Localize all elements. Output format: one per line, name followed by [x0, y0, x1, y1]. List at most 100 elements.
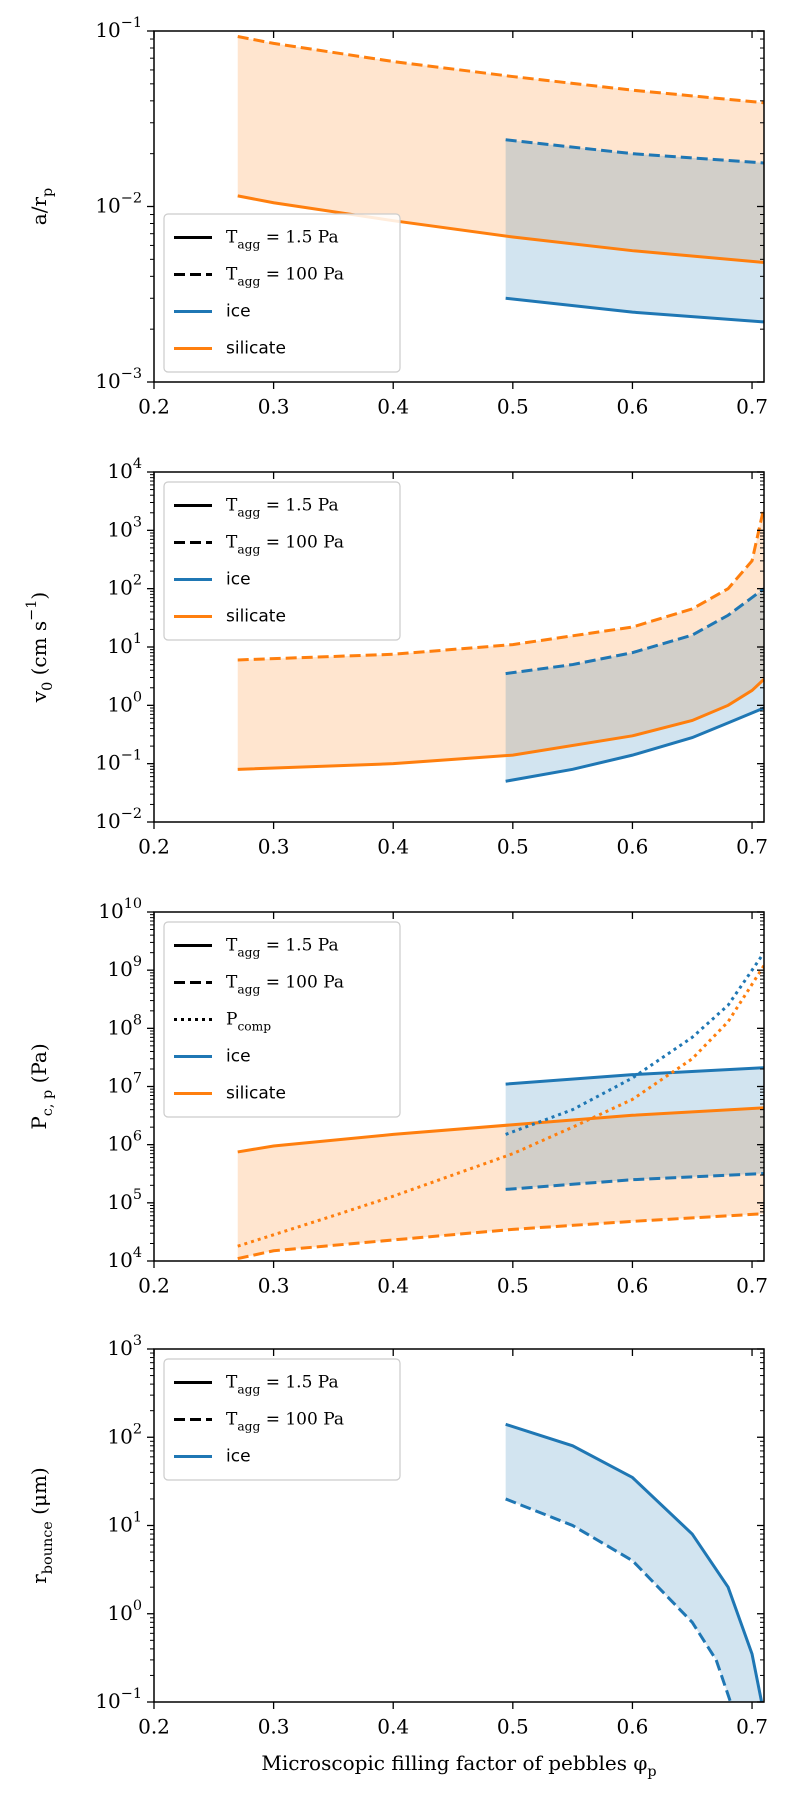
panel: 0.2 0.3 0.4 0.5 0.6 0.71041051061071081091010… — [27, 896, 768, 1298]
tick-exponent: 0 — [133, 1598, 142, 1614]
x-tick-label: 0.7 — [736, 1715, 768, 1739]
tick-base: 10 — [107, 957, 132, 981]
text-part: r — [27, 1574, 51, 1584]
y-tick-label: 10−1 — [95, 748, 142, 775]
text-part: (cm s — [27, 621, 51, 682]
y-tick-label: 1010 — [98, 896, 142, 923]
tick-exponent: 4 — [133, 456, 142, 472]
tick-base: 10 — [95, 750, 120, 774]
x-tick-label: 0.3 — [258, 1715, 290, 1739]
text-part: T — [226, 532, 238, 552]
tick-exponent: 0 — [133, 689, 142, 705]
legend-label: Tagg = 1.5 Pa — [226, 1372, 339, 1396]
x-tick-label: 0.6 — [617, 1274, 649, 1298]
legend-label: Tagg = 100 Pa — [226, 264, 344, 288]
y-tick-label: 102 — [107, 1421, 142, 1448]
text-part: Microscopic filling factor of pebbles φ — [261, 1751, 647, 1775]
y-tick-label: 109 — [107, 954, 142, 981]
text-part: ice — [226, 302, 251, 322]
text-part: bounce — [40, 1521, 56, 1574]
y-tick-label: 10−3 — [95, 366, 142, 393]
text-part: comp — [237, 1019, 271, 1033]
y-tick-label: 10−1 — [95, 15, 142, 42]
tick-exponent: −1 — [121, 1686, 142, 1702]
tick-base: 10 — [107, 692, 132, 716]
x-tick-label: 0.4 — [377, 1715, 409, 1739]
text-part: = 100 Pa — [260, 1409, 344, 1429]
text-part: T — [226, 495, 238, 515]
text-part: agg — [237, 505, 260, 519]
series-line — [505, 1422, 764, 1702]
x-tick-label: 0.5 — [497, 835, 529, 859]
tick-base: 10 — [107, 1073, 132, 1097]
x-tick-label: 0.2 — [138, 1715, 170, 1739]
y-tick-label: 104 — [107, 1245, 142, 1272]
tick-exponent: 10 — [124, 896, 142, 912]
band-fill — [237, 1107, 764, 1259]
text-part: agg — [237, 274, 260, 288]
panel: 0.2 0.3 0.4 0.5 0.6 0.710−1100101102103rbounc… — [27, 1333, 768, 1780]
series-line — [505, 1497, 732, 1702]
y-tick-label: 105 — [107, 1187, 142, 1214]
y-tick-label: 102 — [107, 573, 142, 600]
x-tick-label: 0.2 — [138, 395, 170, 419]
series-line — [505, 1066, 764, 1086]
text-part: ice — [226, 1447, 251, 1467]
band-fill — [505, 139, 764, 322]
tick-base: 10 — [98, 899, 123, 923]
band-fill — [505, 1424, 762, 1702]
text-part: 0 — [40, 682, 56, 691]
y-axis-label: Pc, p (Pa) — [27, 1043, 57, 1129]
series-line — [237, 678, 764, 771]
tick-base: 10 — [95, 193, 120, 217]
legend-box — [163, 481, 401, 641]
x-tick-label: 0.4 — [377, 1274, 409, 1298]
y-tick-label: 10−2 — [95, 806, 142, 833]
legend-box — [163, 1358, 401, 1481]
tick-base: 10 — [107, 459, 132, 483]
x-tick-label: 0.3 — [258, 395, 290, 419]
x-tick-label: 0.6 — [617, 1715, 649, 1739]
y-tick-label: 10−1 — [95, 1686, 142, 1713]
y-axis-label: v0 (cm s−1) — [24, 592, 56, 703]
legend-label: silicate — [226, 607, 286, 627]
tick-exponent: 2 — [133, 573, 142, 589]
text-part: agg — [237, 945, 260, 959]
x-tick-label: 0.4 — [377, 835, 409, 859]
text-part: = 1.5 Pa — [260, 935, 338, 955]
text-part: (μm) — [27, 1467, 51, 1521]
text-part: silicate — [226, 339, 286, 359]
tick-base: 10 — [107, 1512, 132, 1536]
x-tick-label: 0.5 — [497, 1715, 529, 1739]
tick-exponent: 4 — [133, 1245, 142, 1261]
text-part: = 100 Pa — [260, 532, 344, 552]
x-tick-label: 0.2 — [138, 835, 170, 859]
band-fill — [505, 1067, 764, 1190]
text-part: = 1.5 Pa — [260, 495, 338, 515]
x-axis-label: Microscopic filling factor of pebbles φp — [261, 1751, 656, 1781]
legend-box — [163, 213, 401, 373]
text-part: a/r — [27, 197, 51, 226]
tick-base: 10 — [95, 18, 120, 42]
y-tick-label: 10−2 — [95, 191, 142, 218]
tick-exponent: 1 — [133, 631, 142, 647]
tick-base: 10 — [95, 1689, 120, 1713]
legend-label: Pcomp — [226, 1009, 271, 1033]
text-part: agg — [237, 1382, 260, 1396]
tick-exponent: −1 — [121, 15, 142, 31]
text-part: T — [226, 1372, 238, 1392]
tick-base: 10 — [107, 517, 132, 541]
text-part: T — [226, 227, 238, 247]
x-tick-label: 0.4 — [377, 395, 409, 419]
x-tick-label: 0.7 — [736, 1274, 768, 1298]
y-axis-label: rbounce (μm) — [27, 1467, 57, 1584]
y-tick-label: 103 — [107, 1333, 142, 1360]
tick-exponent: 2 — [133, 1421, 142, 1437]
tick-base: 10 — [107, 1600, 132, 1624]
band-fill — [237, 507, 764, 770]
legend-label: ice — [226, 1447, 251, 1467]
x-tick-label: 0.5 — [497, 1274, 529, 1298]
legend-label: silicate — [226, 1084, 286, 1104]
